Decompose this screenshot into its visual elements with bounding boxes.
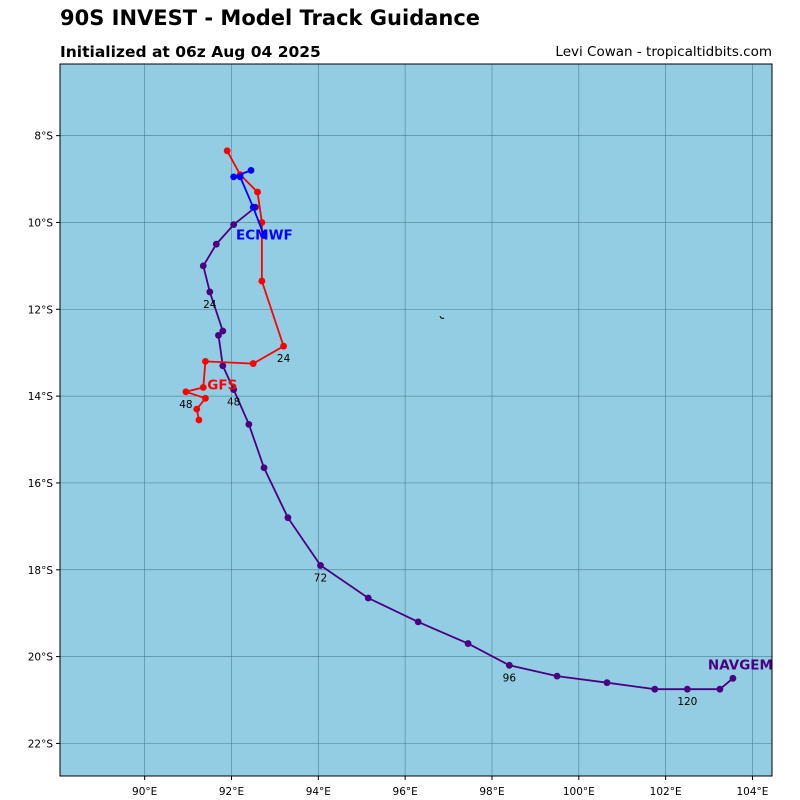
track-point — [202, 357, 209, 365]
track-point — [464, 640, 472, 647]
track-point — [254, 188, 261, 196]
longitude-tick-label: 94°E — [306, 786, 331, 798]
latitude-tick-label: 18°S — [28, 565, 54, 577]
track-point — [199, 384, 207, 391]
track-point — [683, 685, 691, 693]
track-point — [716, 685, 724, 693]
credit-text: Levi Cowan - tropicaltidbits.com — [555, 44, 772, 60]
track-point — [249, 360, 257, 367]
longitude-tick-label: 96°E — [393, 786, 418, 798]
longitude-tick-label: 100°E — [563, 786, 595, 798]
track-point — [230, 173, 238, 181]
forecast-hour-label: 120 — [677, 696, 697, 708]
track-point — [202, 394, 209, 402]
track-point — [603, 679, 611, 687]
chart-title: 90S INVEST - Model Track Guidance — [60, 6, 481, 30]
track-point — [247, 166, 255, 174]
track-point — [249, 203, 257, 211]
plot-frame — [59, 63, 773, 777]
track-point — [223, 147, 231, 155]
track-point — [317, 562, 324, 569]
longitude-tick-label: 98°E — [479, 786, 504, 798]
longitude-tick-label: 104°E — [736, 786, 768, 798]
island-outline — [439, 315, 445, 319]
forecast-hour-label: 96 — [503, 672, 517, 684]
track-point — [230, 221, 238, 229]
chart-subtitle: Initialized at 06z Aug 04 2025 — [60, 43, 321, 61]
longitude-tick-label: 90°E — [132, 786, 157, 798]
track-point — [195, 416, 203, 424]
track-point — [212, 240, 220, 248]
longitude-tick-label: 92°E — [219, 786, 244, 798]
ocean-background — [60, 64, 772, 776]
latitude-tick-label: 12°S — [28, 304, 54, 316]
model-label-ecmwf: ECMWF — [236, 227, 293, 243]
track-point — [553, 672, 561, 680]
track-point — [505, 661, 513, 669]
track-point — [284, 514, 292, 522]
forecast-hour-label: 72 — [314, 572, 327, 584]
latitude-tick-label: 22°S — [28, 738, 54, 750]
track-gfs — [182, 147, 287, 424]
track-point — [651, 685, 659, 693]
track-point — [729, 674, 737, 682]
latitude-tick-label: 10°S — [28, 217, 54, 229]
track-point — [230, 386, 238, 394]
forecast-hour-label: 48 — [179, 399, 192, 411]
track-point — [215, 331, 222, 339]
forecast-hour-label: 24 — [277, 353, 291, 365]
forecast-hour-label: 48 — [227, 397, 240, 409]
track-point — [193, 405, 201, 413]
track-point — [245, 420, 253, 428]
model-label-gfs: GFS — [207, 377, 237, 393]
latitude-tick-label: 14°S — [28, 391, 54, 403]
longitude-tick-label: 102°E — [650, 786, 682, 798]
track-point — [199, 262, 207, 270]
track-point — [260, 232, 268, 239]
track-ecmwf — [230, 166, 268, 239]
latitude-tick-label: 20°S — [28, 652, 54, 664]
track-point — [260, 464, 268, 472]
latitude-tick-label: 8°S — [34, 131, 53, 143]
track-point — [414, 618, 422, 626]
forecast-hour-label: 24 — [203, 299, 217, 311]
track-point — [280, 342, 287, 350]
track-point — [206, 288, 214, 296]
track-point — [364, 594, 372, 602]
track-point — [182, 388, 190, 396]
track-point — [219, 327, 227, 335]
track-point — [258, 277, 266, 285]
latitude-tick-label: 16°S — [28, 478, 54, 490]
model-label-navgem: NAVGEM — [708, 657, 773, 673]
track-point — [219, 362, 227, 370]
track-point — [236, 173, 244, 181]
